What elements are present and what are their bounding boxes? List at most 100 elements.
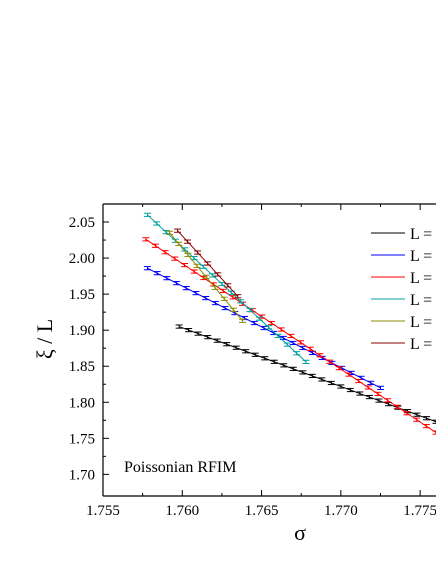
data-point — [280, 363, 288, 368]
legend-label: L = — [410, 270, 432, 287]
data-point — [251, 352, 259, 357]
legend-entry: L = — [371, 270, 432, 287]
data-point — [213, 338, 221, 343]
data-point — [289, 366, 297, 371]
data-point — [308, 373, 316, 379]
y-tick-label: 1.95 — [69, 287, 95, 303]
series-line — [178, 326, 436, 423]
data-point — [255, 316, 263, 321]
data-point — [289, 340, 297, 346]
data-point — [242, 349, 250, 354]
data-point — [153, 221, 161, 226]
data-point — [202, 274, 210, 279]
data-point — [287, 333, 295, 339]
data-point — [297, 340, 305, 345]
data-point — [209, 273, 217, 278]
data-point — [356, 391, 364, 396]
data-point — [375, 398, 383, 403]
data-point — [316, 353, 324, 358]
legend-label: L = — [410, 248, 432, 265]
data-point — [346, 387, 354, 393]
y-tick-label: 2.00 — [69, 251, 95, 267]
legend-entry: L = — [371, 248, 432, 265]
data-point — [232, 345, 240, 350]
data-point — [219, 288, 227, 293]
data-point — [364, 385, 372, 390]
data-point — [221, 305, 229, 311]
x-tick-label: 1.760 — [165, 503, 199, 519]
data-point — [413, 412, 421, 417]
data-point — [337, 384, 345, 389]
series-4 — [143, 212, 310, 364]
series-line — [147, 214, 307, 363]
x-tick-label: 1.765 — [245, 503, 279, 519]
data-point — [377, 385, 384, 390]
data-point — [265, 325, 273, 330]
data-point — [318, 377, 326, 382]
data-point — [403, 411, 411, 416]
data-point — [327, 380, 335, 386]
legend-label: L = — [410, 226, 432, 243]
data-point — [355, 378, 363, 384]
data-point — [365, 394, 373, 400]
y-tick-label: 2.05 — [69, 215, 95, 231]
data-point — [142, 237, 150, 242]
data-point — [268, 320, 276, 326]
data-point — [335, 366, 343, 371]
data-point — [166, 230, 174, 235]
data-point — [174, 228, 182, 233]
data-point — [224, 283, 232, 288]
data-point — [184, 252, 192, 257]
x-axis-label: σ — [294, 520, 306, 545]
data-point — [181, 262, 189, 268]
y-tick-label: 1.75 — [69, 431, 95, 447]
data-point — [143, 212, 151, 217]
chart-annotation: Poissonian RFIM — [124, 459, 236, 476]
data-point — [234, 294, 242, 299]
data-point — [220, 296, 228, 301]
x-tick-label: 1.755 — [86, 503, 120, 519]
data-point — [413, 417, 421, 422]
data-point — [182, 286, 190, 291]
series-5 — [166, 230, 247, 323]
x-tick-label: 1.775 — [403, 503, 436, 519]
data-point — [192, 291, 200, 296]
y-tick-label: 1.80 — [69, 395, 95, 411]
data-point — [237, 299, 245, 304]
legend-entry: L = — [371, 292, 432, 309]
legend-label: L = — [410, 336, 432, 353]
y-axis-label: ξ / L — [32, 319, 57, 359]
series-3 — [142, 237, 436, 435]
data-point — [185, 327, 193, 333]
data-point — [283, 342, 291, 347]
data-point — [194, 331, 202, 336]
data-point — [223, 342, 231, 347]
data-point — [162, 230, 170, 235]
data-point — [239, 318, 247, 323]
data-point — [326, 359, 334, 364]
legend-entry: L = — [371, 226, 432, 243]
plot-area — [142, 212, 436, 435]
data-point — [190, 269, 198, 274]
data-point — [432, 419, 436, 424]
data-point — [302, 359, 310, 364]
data-point — [432, 430, 436, 435]
data-point — [384, 398, 392, 403]
data-point — [345, 372, 353, 377]
y-tick-label: 1.85 — [69, 359, 95, 375]
data-point — [306, 346, 314, 351]
data-point — [218, 281, 226, 287]
data-point — [211, 300, 219, 306]
series-6 — [174, 228, 242, 299]
data-point — [422, 424, 430, 429]
data-point — [214, 272, 222, 277]
data-point — [143, 266, 151, 271]
data-point — [393, 404, 401, 409]
data-point — [374, 391, 382, 397]
y-tick-label: 1.70 — [69, 467, 95, 483]
data-point — [260, 325, 268, 331]
data-point — [193, 263, 201, 268]
data-point — [270, 359, 278, 364]
data-point — [279, 335, 287, 341]
data-point — [161, 250, 169, 255]
